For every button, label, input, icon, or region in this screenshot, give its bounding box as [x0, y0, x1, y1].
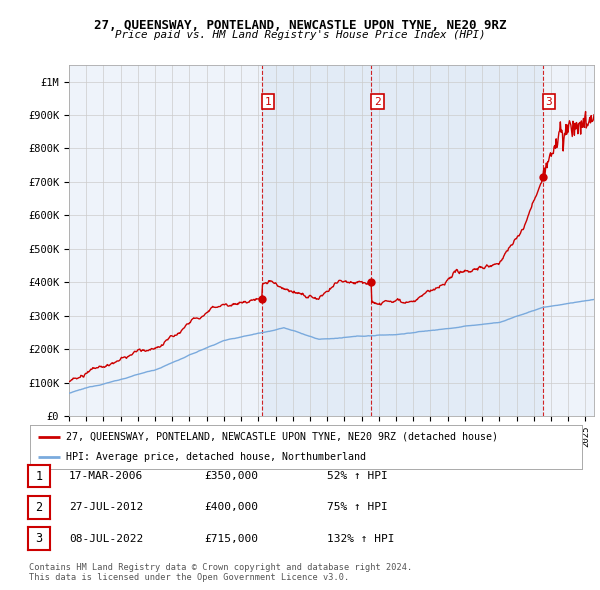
Text: Price paid vs. HM Land Registry's House Price Index (HPI): Price paid vs. HM Land Registry's House … [115, 30, 485, 40]
Text: 2: 2 [374, 97, 381, 107]
Text: Contains HM Land Registry data © Crown copyright and database right 2024.: Contains HM Land Registry data © Crown c… [29, 563, 412, 572]
Text: £350,000: £350,000 [204, 471, 258, 481]
Text: 132% ↑ HPI: 132% ↑ HPI [327, 534, 395, 543]
Text: This data is licensed under the Open Government Licence v3.0.: This data is licensed under the Open Gov… [29, 573, 349, 582]
Bar [371, 65, 543, 416]
Text: 3: 3 [545, 97, 552, 107]
Text: £400,000: £400,000 [204, 503, 258, 512]
Text: 75% ↑ HPI: 75% ↑ HPI [327, 503, 388, 512]
Text: 2: 2 [35, 501, 43, 514]
Text: 3: 3 [35, 532, 43, 545]
Text: 27, QUEENSWAY, PONTELAND, NEWCASTLE UPON TYNE, NE20 9RZ (detached house): 27, QUEENSWAY, PONTELAND, NEWCASTLE UPON… [66, 432, 498, 442]
Text: 1: 1 [35, 470, 43, 483]
Text: 27, QUEENSWAY, PONTELAND, NEWCASTLE UPON TYNE, NE20 9RZ: 27, QUEENSWAY, PONTELAND, NEWCASTLE UPON… [94, 19, 506, 32]
Bar [262, 65, 371, 416]
Text: 17-MAR-2006: 17-MAR-2006 [69, 471, 143, 481]
Text: 27-JUL-2012: 27-JUL-2012 [69, 503, 143, 512]
Text: HPI: Average price, detached house, Northumberland: HPI: Average price, detached house, Nort… [66, 452, 366, 462]
Text: 08-JUL-2022: 08-JUL-2022 [69, 534, 143, 543]
Text: £715,000: £715,000 [204, 534, 258, 543]
Text: 52% ↑ HPI: 52% ↑ HPI [327, 471, 388, 481]
Text: 1: 1 [265, 97, 271, 107]
